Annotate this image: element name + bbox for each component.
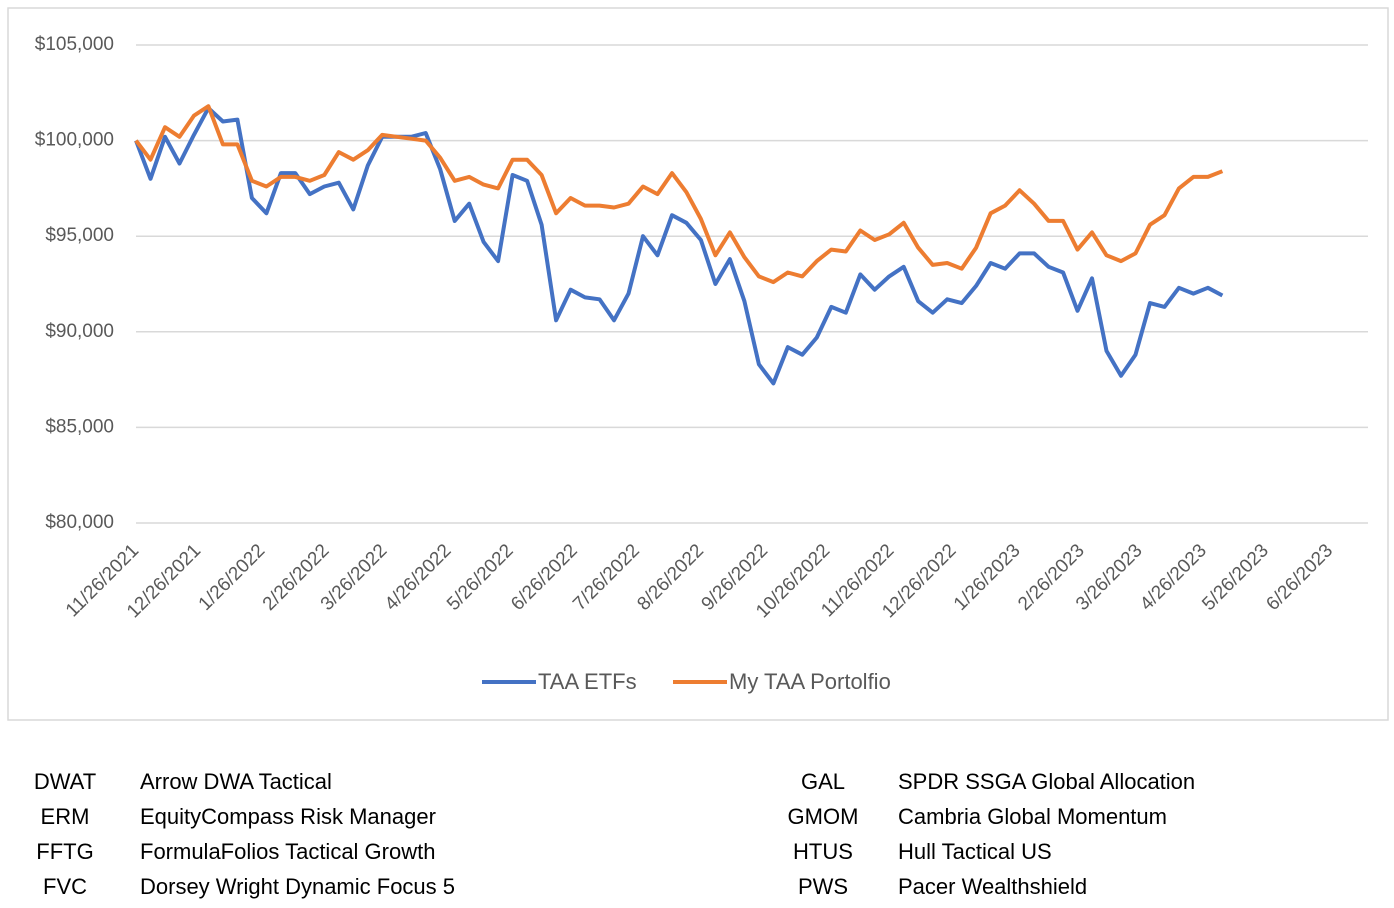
fund-table: DWAT Arrow DWA Tactical GAL SPDR SSGA Globa… <box>34 769 1195 899</box>
fund-name: EquityCompass Risk Manager <box>140 804 436 829</box>
fund-ticker: ERM <box>41 804 90 829</box>
fund-name: Dorsey Wright Dynamic Focus 5 <box>140 874 455 899</box>
series-line <box>134 104 1224 285</box>
legend-label: My TAA Portolfio <box>729 669 891 694</box>
fund-ticker: HTUS <box>793 839 853 864</box>
series-line <box>134 106 1224 386</box>
fund-ticker: FFTG <box>36 839 93 864</box>
fund-ticker: PWS <box>798 874 848 899</box>
fund-ticker: DWAT <box>34 769 96 794</box>
y-tick-label: $95,000 <box>45 225 114 246</box>
y-tick-label: $80,000 <box>45 512 114 533</box>
y-tick-label: $85,000 <box>45 416 114 437</box>
fund-ticker: FVC <box>43 874 87 899</box>
legend-label: TAA ETFs <box>538 669 637 694</box>
fund-name: Arrow DWA Tactical <box>140 769 332 794</box>
y-tick-label: $105,000 <box>35 34 114 55</box>
fund-name: Cambria Global Momentum <box>898 804 1167 829</box>
fund-ticker: GMOM <box>788 804 859 829</box>
y-tick-label: $90,000 <box>45 321 114 342</box>
fund-name: FormulaFolios Tactical Growth <box>140 839 435 864</box>
fund-name: SPDR SSGA Global Allocation <box>898 769 1195 794</box>
fund-ticker: GAL <box>801 769 845 794</box>
fund-name: Pacer Wealthshield <box>898 874 1087 899</box>
y-tick-label: $100,000 <box>35 130 114 151</box>
fund-name: Hull Tactical US <box>898 839 1052 864</box>
